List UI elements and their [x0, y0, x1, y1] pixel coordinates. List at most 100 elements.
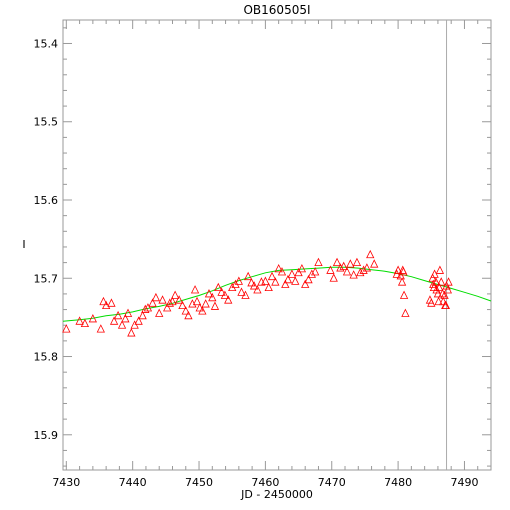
data-point — [362, 263, 372, 272]
data-point — [192, 296, 202, 306]
data-point — [401, 308, 410, 317]
data-point — [434, 296, 443, 306]
data-points — [62, 249, 453, 337]
data-point — [237, 287, 246, 296]
data-point — [444, 277, 453, 286]
data-point — [397, 277, 407, 286]
data-point — [158, 295, 167, 304]
data-point — [130, 320, 139, 329]
data-point — [241, 290, 250, 299]
data-point — [201, 299, 210, 308]
data-point — [99, 296, 108, 306]
data-point — [121, 314, 130, 323]
data-point — [109, 316, 119, 325]
data-point — [441, 300, 451, 310]
data-point — [329, 273, 338, 282]
y-axis-label: I — [22, 238, 25, 251]
x-tick-label: 7490 — [450, 476, 478, 489]
data-point — [170, 290, 180, 299]
data-point — [437, 277, 446, 286]
data-point — [440, 290, 449, 299]
data-point — [143, 303, 153, 312]
data-point — [396, 271, 405, 280]
data-point — [399, 290, 409, 299]
data-point — [243, 271, 253, 281]
data-point — [287, 269, 297, 278]
data-point — [195, 303, 204, 312]
data-point — [214, 282, 223, 292]
data-point — [336, 263, 345, 272]
data-point — [184, 310, 193, 320]
data-point — [267, 271, 277, 281]
data-point — [141, 304, 150, 313]
y-tick-label: 15.6 — [34, 194, 59, 207]
data-point — [339, 261, 348, 270]
data-point — [234, 276, 243, 285]
data-point — [148, 298, 157, 307]
data-point — [346, 259, 355, 268]
y-tick-label: 15.7 — [34, 272, 59, 285]
data-point — [281, 279, 290, 288]
x-tick-label: 7450 — [185, 476, 213, 489]
data-point — [178, 300, 187, 310]
data-point — [138, 310, 147, 320]
x-tick-label: 7440 — [119, 476, 147, 489]
data-point — [163, 303, 172, 312]
data-point — [427, 298, 436, 307]
data-point — [249, 281, 259, 290]
data-point — [80, 318, 90, 328]
data-point — [283, 274, 293, 284]
data-point — [165, 298, 174, 307]
axis-tick-labels: 7430 7440 7450 7460 7470 7480 7490 15.4 15.5 15.6… — [34, 37, 479, 489]
data-point — [88, 314, 98, 323]
data-point — [261, 276, 270, 285]
data-point — [168, 296, 177, 306]
x-tick-label: 7430 — [52, 476, 80, 489]
data-point — [435, 282, 444, 292]
plot-frame — [62, 19, 492, 471]
data-point — [117, 320, 127, 329]
data-point — [435, 265, 445, 274]
data-point — [96, 324, 105, 333]
data-point — [188, 299, 197, 308]
data-point — [181, 306, 190, 315]
data-point — [253, 285, 262, 294]
data-point — [349, 270, 358, 279]
data-point — [274, 263, 283, 273]
x-tick-label: 7470 — [318, 476, 346, 489]
data-point — [392, 269, 401, 278]
data-point — [433, 289, 443, 298]
data-point — [393, 265, 403, 274]
axis-ticks — [63, 20, 492, 470]
data-point — [332, 257, 342, 267]
data-point — [224, 295, 233, 304]
data-point — [151, 292, 161, 302]
data-point — [342, 267, 352, 276]
data-point — [311, 267, 320, 276]
data-point — [247, 278, 256, 287]
data-point — [264, 282, 273, 292]
y-tick-label: 15.5 — [34, 116, 59, 129]
y-tick-label: 15.9 — [34, 429, 59, 442]
data-point — [174, 295, 184, 304]
data-point — [326, 265, 335, 274]
data-point — [220, 290, 230, 299]
data-point — [370, 259, 379, 268]
data-point — [210, 301, 220, 310]
data-point — [429, 279, 438, 288]
y-tick-label: 15.4 — [34, 37, 59, 50]
data-point — [438, 289, 447, 298]
data-point — [430, 269, 439, 278]
data-point — [62, 324, 71, 333]
data-point — [208, 292, 217, 302]
data-point — [107, 298, 116, 307]
data-point — [291, 276, 300, 285]
model-curve — [62, 266, 492, 322]
data-point — [294, 267, 303, 277]
data-point — [301, 279, 310, 288]
data-point — [359, 265, 368, 274]
y-tick-label: 15.8 — [34, 351, 59, 364]
data-point — [155, 308, 164, 317]
data-point — [190, 285, 200, 294]
